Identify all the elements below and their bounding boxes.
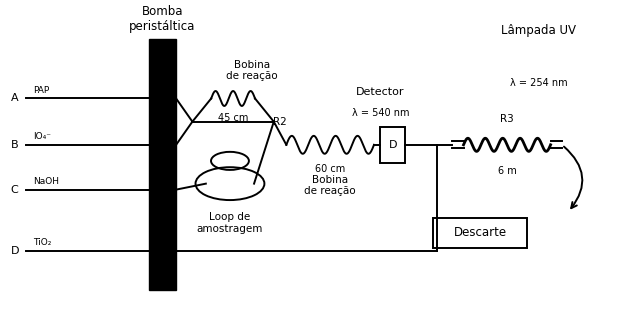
Text: 6 m: 6 m	[498, 166, 516, 176]
Text: Loop de
amostragem: Loop de amostragem	[197, 212, 263, 234]
Text: D: D	[389, 140, 397, 150]
Text: PAP: PAP	[33, 86, 49, 95]
Text: Bomba
peristáltica: Bomba peristáltica	[129, 5, 196, 33]
Text: Detector: Detector	[356, 87, 404, 97]
Text: 60 cm: 60 cm	[315, 164, 345, 174]
Text: Descarte: Descarte	[454, 226, 507, 239]
Text: Lâmpada UV: Lâmpada UV	[501, 24, 576, 37]
Bar	[381, 127, 405, 163]
Text: λ = 254 nm: λ = 254 nm	[509, 77, 567, 88]
Text: R2: R2	[273, 117, 287, 127]
Bar	[433, 218, 527, 248]
Text: A: A	[11, 94, 18, 104]
Text: IO₄⁻: IO₄⁻	[33, 132, 51, 141]
Bar	[148, 39, 176, 290]
Text: 45 cm: 45 cm	[218, 113, 248, 123]
Text: D: D	[11, 246, 19, 256]
Text: NaOH: NaOH	[33, 177, 58, 186]
Text: Bobina
de reação: Bobina de reação	[304, 175, 356, 196]
Text: R3: R3	[500, 114, 514, 124]
Text: λ = 540 nm: λ = 540 nm	[352, 108, 409, 118]
Text: C: C	[11, 185, 18, 195]
Text: B: B	[11, 140, 18, 150]
Text: TiO₂: TiO₂	[33, 238, 51, 247]
Text: Bobina
de reação: Bobina de reação	[226, 60, 277, 81]
